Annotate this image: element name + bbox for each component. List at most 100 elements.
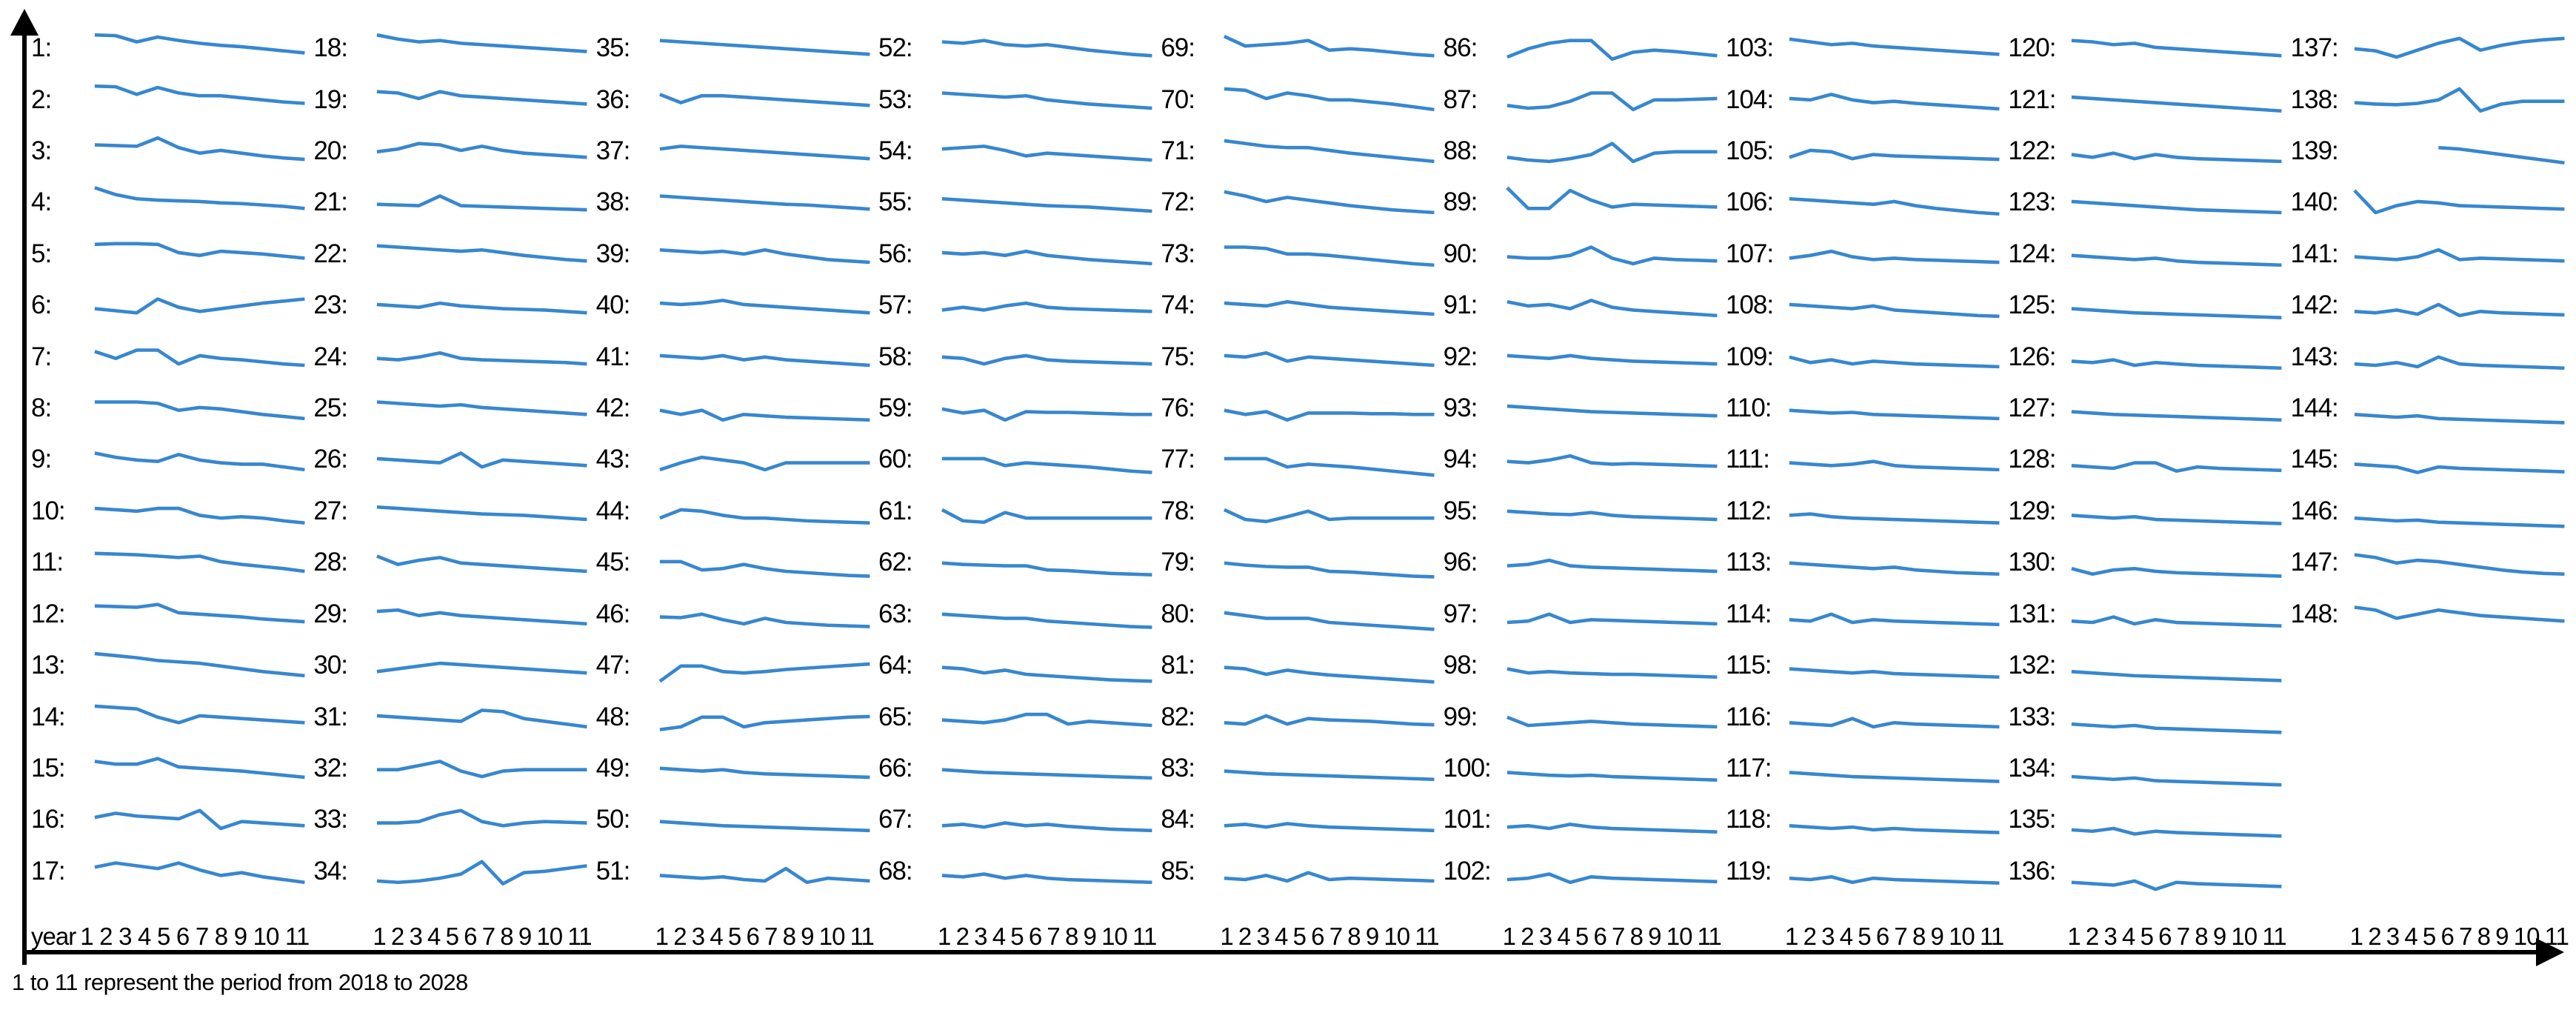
sparkline-cell: 118: <box>1726 794 2003 845</box>
sparkline-path <box>1507 356 1718 364</box>
series-label: 38: <box>595 187 631 217</box>
series-label: 132: <box>2008 651 2056 680</box>
sparkline-path <box>1507 93 1718 110</box>
sparkline-path <box>95 299 305 313</box>
series-label: 22: <box>313 239 348 268</box>
sparkline-cell: 77: <box>1161 433 1438 485</box>
sparkline-cell: 111: <box>1726 433 2003 485</box>
x-tick-label: 3 <box>119 923 132 950</box>
series-label: 96: <box>1443 548 1478 577</box>
sparkline-cell: 52: <box>878 22 1156 73</box>
sparkline-path <box>1789 563 2000 574</box>
x-tick-label: 8 <box>214 923 228 950</box>
series-label: 90: <box>1443 239 1478 268</box>
sparkline-cell: 101: <box>1444 794 1721 845</box>
sparkline-cell: 29: <box>313 588 591 639</box>
sparkline-chart <box>1503 438 1721 481</box>
sparkline-cell: 108: <box>1726 279 2003 330</box>
sparkline-cell: 22: <box>313 228 591 279</box>
sparkline-cell: 14: <box>31 691 309 742</box>
series-label: 135: <box>2008 805 2056 834</box>
sparkline-chart <box>655 27 874 70</box>
sparkline-chart <box>2067 849 2286 892</box>
sparkline-path <box>660 768 870 777</box>
x-tick-label: 2 <box>99 923 113 950</box>
sparkline-path <box>660 562 870 577</box>
sparkline-chart <box>1503 798 1721 841</box>
series-label: 65: <box>878 702 913 731</box>
sparkline-chart <box>90 130 309 173</box>
sparkline-chart <box>1785 644 2003 687</box>
series-label: 20: <box>313 136 348 166</box>
sparkline-path <box>1224 459 1435 475</box>
x-tick-label: 2 <box>673 923 687 950</box>
sparkline-path <box>2072 724 2282 732</box>
sparkline-cell: 44: <box>596 485 874 536</box>
sparkline-path <box>2072 617 2282 626</box>
series-label: 43: <box>595 445 631 474</box>
sparkline-chart <box>373 78 591 121</box>
sparkline-chart <box>655 130 874 173</box>
series-label: 3: <box>31 136 52 166</box>
sparkline-path <box>1789 251 2000 262</box>
x-tick-label: 8 <box>500 923 513 950</box>
sparkline-chart <box>938 335 1156 378</box>
series-label: 89: <box>1443 187 1478 217</box>
series-label: 109: <box>1726 342 1774 371</box>
series-label: 107: <box>1726 239 1774 268</box>
sparkline-cell: 45: <box>596 536 874 588</box>
sparkline-chart <box>1503 232 1721 275</box>
x-tick-label: 8 <box>1629 923 1644 950</box>
x-tick-label: 6 <box>1593 923 1606 950</box>
sparkline-cell: 93: <box>1444 382 1721 433</box>
sparkline-chart <box>373 284 591 327</box>
x-tick-label: 9 <box>1083 923 1097 950</box>
sparkline-chart <box>2067 387 2286 430</box>
x-tick-label: 8 <box>1347 923 1361 950</box>
sparkline-chart <box>655 438 874 481</box>
x-tick-label: 1 <box>2067 923 2081 950</box>
sparkline-chart <box>373 746 591 789</box>
sparkline-path <box>1789 150 2000 159</box>
x-tick-label: 2 <box>955 923 970 950</box>
sparkline-path <box>2072 777 2282 785</box>
sparkline-path <box>1507 300 1718 316</box>
sparkline-cell: 70: <box>1161 73 1438 124</box>
sparkline-path <box>1789 668 2000 677</box>
sparkline-chart <box>1785 746 2003 789</box>
series-label: 54: <box>878 136 913 166</box>
sparkline-cell: 75: <box>1161 330 1438 382</box>
sparkline-cell: 130: <box>2008 536 2286 588</box>
x-tick-label: 8 <box>782 923 796 950</box>
sparkline-cell: 43: <box>596 433 874 485</box>
sparkline-chart <box>655 489 874 532</box>
sparkline-chart <box>938 27 1156 70</box>
sparkline-path <box>1224 410 1435 419</box>
sparkline-path <box>1224 302 1435 314</box>
sparkline-cell: 79: <box>1161 536 1438 588</box>
series-label: 148: <box>2290 599 2339 628</box>
sparkline-cell: 90: <box>1444 228 1721 279</box>
series-label: 81: <box>1161 651 1195 680</box>
x-tick-label: 11 <box>1132 923 1157 950</box>
sparkline-chart <box>1220 284 1438 327</box>
sparkline-chart <box>2350 438 2569 481</box>
sparkline-path <box>2072 153 2282 161</box>
series-label: 32: <box>313 753 348 783</box>
sparkline-cell: 18: <box>313 22 591 73</box>
sparkline-chart <box>655 387 874 430</box>
sparkline-cell: 98: <box>1444 639 1721 691</box>
series-label: 130: <box>2008 548 2056 577</box>
sparkline-chart <box>90 798 309 841</box>
sparkline-cell: 26: <box>313 433 591 485</box>
series-label: 66: <box>878 753 913 783</box>
sparkline-cell: 40: <box>596 279 874 330</box>
sparkline-chart <box>2350 541 2569 584</box>
sparkline-cell: 31: <box>313 691 591 742</box>
series-label: 29: <box>313 599 348 628</box>
sparkline-cell: 105: <box>1726 125 2003 176</box>
series-label: 145: <box>2290 445 2339 474</box>
sparkline-chart <box>1503 387 1721 430</box>
sparkline-path <box>1789 357 2000 367</box>
sparkline-chart <box>1785 849 2003 892</box>
